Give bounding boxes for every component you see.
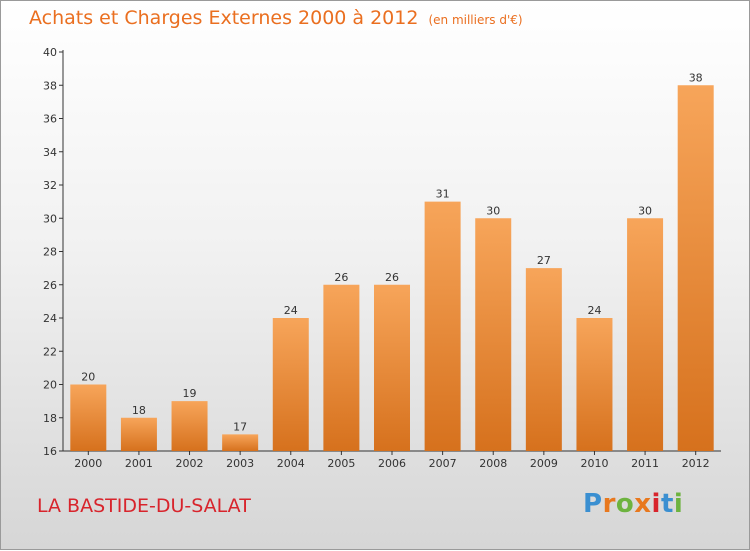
- bar: [424, 201, 461, 451]
- data-label: 20: [81, 371, 95, 384]
- x-tick-label: 2001: [125, 457, 153, 470]
- y-tick-label: 26: [43, 279, 57, 292]
- logo-letter: x: [634, 489, 652, 519]
- data-label: 38: [689, 71, 703, 84]
- bar: [272, 318, 309, 451]
- y-tick-label: 34: [43, 146, 57, 159]
- x-tick-label: 2006: [378, 457, 406, 470]
- logo-letter: o: [615, 489, 635, 519]
- x-tick-label: 2002: [176, 457, 204, 470]
- y-tick-label: 24: [43, 312, 57, 325]
- logo-letter: i: [651, 489, 661, 519]
- data-label: 26: [385, 271, 399, 284]
- proxiti-logo: Proxiti: [583, 489, 683, 519]
- data-label: 19: [183, 387, 197, 400]
- y-tick-label: 32: [43, 179, 57, 192]
- chart-subtitle: (en milliers d'€): [428, 13, 523, 27]
- data-label: 18: [132, 404, 146, 417]
- bar: [525, 268, 562, 451]
- data-label: 17: [233, 420, 247, 433]
- data-label: 24: [587, 304, 601, 317]
- x-tick-label: 2005: [327, 457, 355, 470]
- data-label: 27: [537, 254, 551, 267]
- bar: [475, 218, 512, 451]
- y-tick-label: 30: [43, 212, 57, 225]
- x-tick-label: 2012: [682, 457, 710, 470]
- y-tick-label: 18: [43, 412, 57, 425]
- bar: [120, 417, 157, 451]
- logo-letter: i: [673, 489, 684, 519]
- x-tick-label: 2011: [631, 457, 659, 470]
- y-tick-label: 38: [43, 79, 57, 92]
- bar: [171, 401, 208, 451]
- y-tick-label: 40: [43, 46, 57, 59]
- data-label: 26: [334, 271, 348, 284]
- x-tick-label: 2000: [74, 457, 102, 470]
- data-label: 30: [638, 204, 652, 217]
- logo-letter: r: [602, 489, 616, 519]
- x-tick-label: 2010: [580, 457, 608, 470]
- bar: [70, 384, 107, 451]
- data-label: 31: [436, 188, 450, 201]
- title-text: Achats et Charges Externes 2000 à 2012: [29, 7, 419, 29]
- bar: [374, 284, 410, 451]
- y-tick-label: 16: [43, 445, 57, 458]
- commune-name: LA BASTIDE-DU-SALAT: [37, 495, 251, 517]
- y-tick-label: 28: [43, 246, 57, 259]
- x-tick-label: 2003: [226, 457, 254, 470]
- bar: [677, 85, 714, 451]
- y-tick-label: 36: [43, 113, 57, 126]
- x-tick-label: 2009: [530, 457, 558, 470]
- y-tick-label: 20: [43, 379, 57, 392]
- chart-title: Achats et Charges Externes 2000 à 2012 (e…: [29, 7, 523, 29]
- bar: [627, 218, 664, 451]
- x-tick-label: 2007: [429, 457, 457, 470]
- bar: [576, 318, 613, 451]
- bar: [323, 284, 360, 451]
- y-tick-label: 22: [43, 345, 57, 358]
- logo-letter: P: [583, 489, 603, 519]
- x-tick-label: 2008: [479, 457, 507, 470]
- data-label: 30: [486, 204, 500, 217]
- bar: [222, 434, 259, 451]
- x-tick-label: 2004: [277, 457, 305, 470]
- logo-letter: t: [660, 489, 674, 519]
- data-label: 24: [284, 304, 298, 317]
